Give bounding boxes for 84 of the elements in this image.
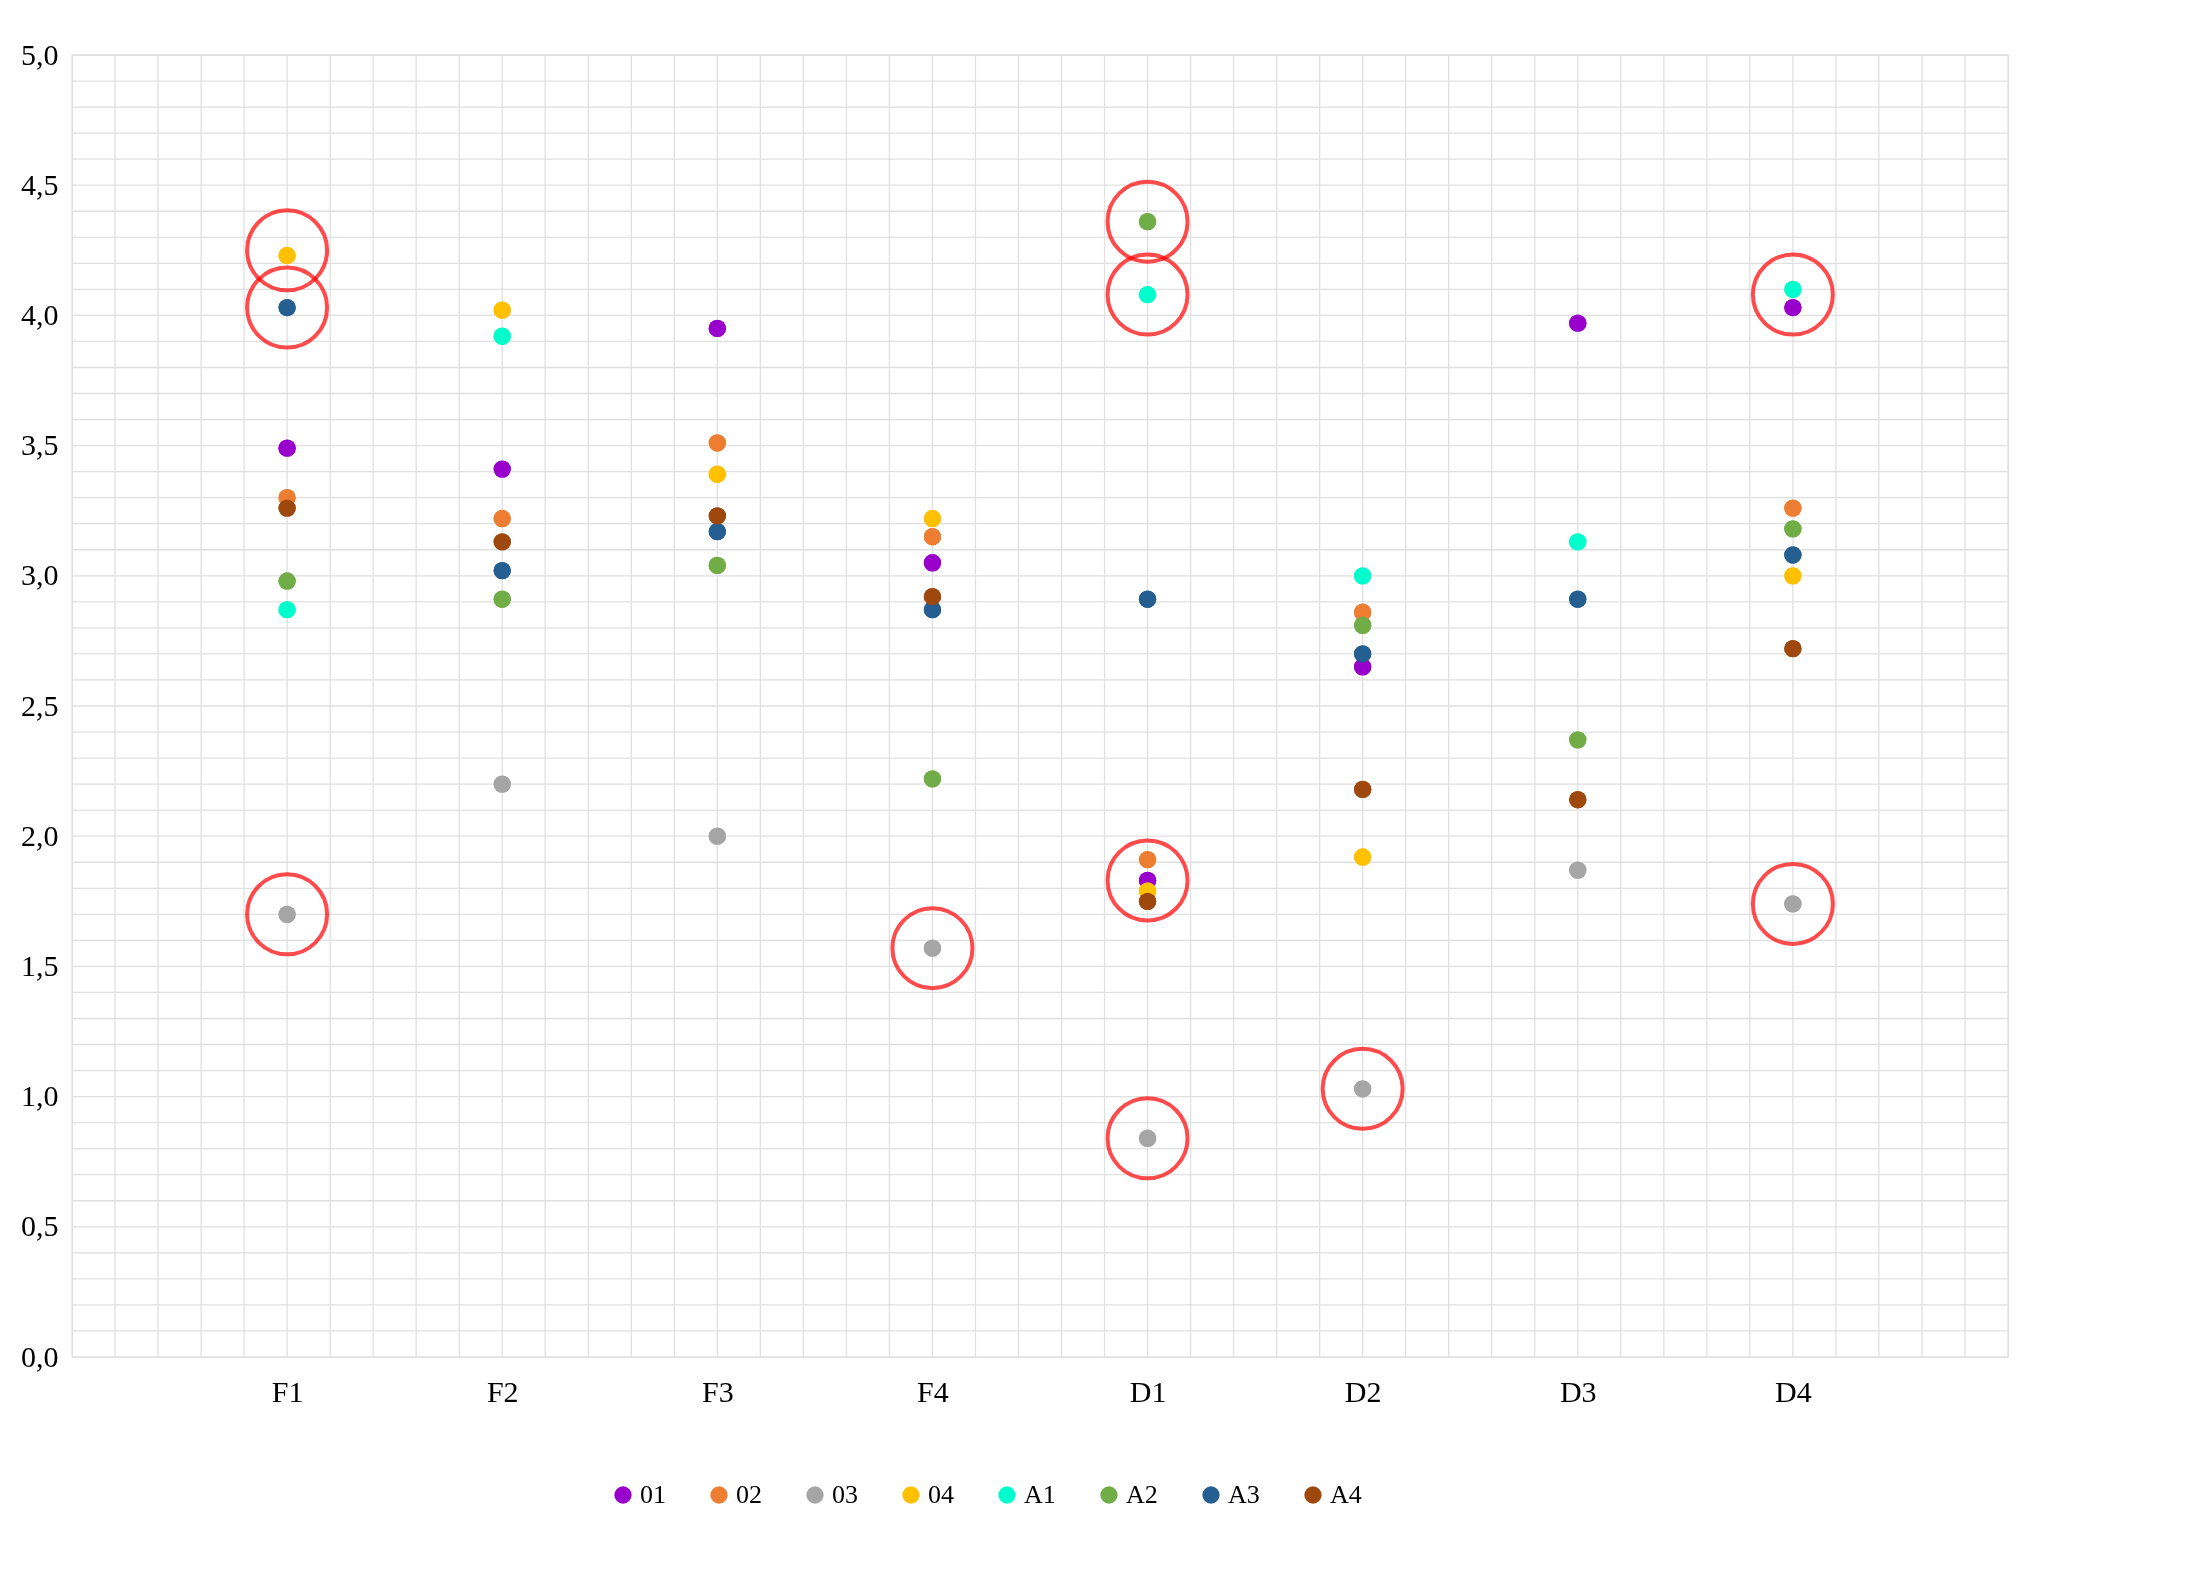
point: [493, 301, 511, 319]
point: [1354, 1080, 1372, 1098]
point: [493, 460, 511, 478]
point: [1354, 567, 1372, 585]
point: [923, 939, 942, 957]
point: [1354, 848, 1372, 866]
point: [493, 775, 511, 793]
x-tick-label: F2: [486, 1374, 519, 1408]
point: [1784, 895, 1802, 913]
x-tick-label: F4: [917, 1374, 949, 1408]
point: [1354, 780, 1372, 798]
point: [1569, 731, 1587, 749]
y-tick-label: 3,5: [21, 428, 59, 462]
point: [1569, 861, 1587, 879]
point: [1138, 850, 1157, 869]
point: [1138, 1129, 1157, 1147]
point: [1354, 616, 1372, 634]
point: [1138, 590, 1157, 608]
point: [1569, 791, 1587, 809]
point: [493, 327, 511, 345]
y-tick-label: 2,0: [21, 818, 59, 852]
point: [1784, 640, 1802, 658]
point: [708, 522, 726, 541]
y-tick-label: 1,5: [21, 948, 59, 982]
point: [1784, 567, 1802, 585]
point: [278, 298, 296, 317]
point: [1138, 285, 1157, 304]
legend-label: 04: [928, 1480, 954, 1509]
legend-label: 02: [736, 1480, 762, 1509]
point: [278, 246, 296, 265]
y-tick-label: 0,0: [21, 1339, 59, 1373]
x-tick-label: D3: [1559, 1374, 1597, 1408]
point: [278, 499, 296, 517]
point: [278, 439, 296, 457]
point: [923, 587, 942, 606]
y-tick-label: 4,5: [21, 167, 59, 201]
point: [923, 509, 942, 528]
x-tick-label: D2: [1344, 1374, 1382, 1408]
point: [923, 528, 942, 546]
point: [1784, 298, 1802, 317]
point: [245, 208, 330, 293]
point: [493, 533, 511, 551]
point: [890, 906, 975, 991]
point: [708, 465, 726, 483]
point: [1569, 533, 1587, 551]
point: [1784, 499, 1802, 517]
point: [278, 572, 296, 590]
point: [1138, 892, 1157, 910]
y-tick-label: 3,0: [21, 558, 59, 592]
legend-label: 01: [640, 1480, 666, 1509]
legend-label: A2: [1126, 1480, 1158, 1509]
legend-label: 03: [832, 1480, 858, 1509]
legend-label: A4: [1330, 1480, 1362, 1509]
point: [923, 770, 942, 788]
point: [1138, 213, 1157, 231]
point: [708, 827, 726, 845]
point: [1784, 546, 1802, 564]
legend-label: A3: [1228, 1480, 1260, 1509]
x-tick-label: D4: [1775, 1374, 1812, 1408]
x-tick-label: D1: [1129, 1374, 1167, 1408]
point: [1569, 590, 1587, 608]
point: [1105, 179, 1190, 264]
point: [493, 561, 511, 580]
point: [278, 601, 296, 619]
y-tick-label: 2,5: [21, 688, 59, 722]
legend-label: A1: [1024, 1480, 1056, 1509]
x-tick-label: F3: [701, 1374, 734, 1408]
y-tick-label: 1,0: [21, 1079, 59, 1113]
x-tick-label: F1: [271, 1374, 304, 1408]
point: [1784, 280, 1802, 298]
point: [708, 507, 726, 525]
y-tick-label: 5,0: [21, 37, 59, 71]
point: [708, 319, 726, 338]
point: [708, 556, 726, 575]
y-tick-label: 0,5: [21, 1209, 59, 1243]
point: [493, 509, 511, 528]
point: [278, 905, 296, 923]
point: [1784, 520, 1802, 538]
y-tick-label: 4,0: [21, 297, 59, 331]
point: [493, 590, 511, 608]
point: [708, 434, 726, 452]
point: [1569, 314, 1587, 332]
point: [923, 554, 942, 572]
point: [1354, 645, 1372, 663]
